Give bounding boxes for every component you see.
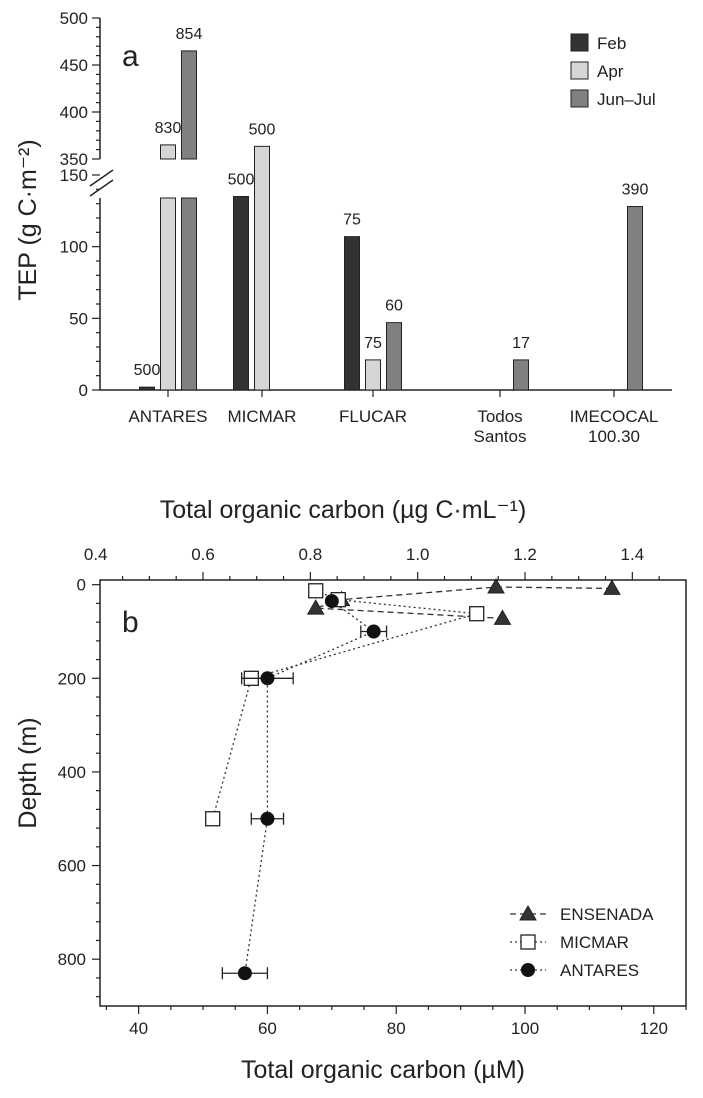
legend-marker-antares <box>521 963 535 977</box>
x-tick-label-todos-santos: Santos <box>474 427 527 446</box>
x-tick-label-bottom: 60 <box>258 1019 277 1038</box>
bar-todos-santos-junjul <box>513 359 529 391</box>
x-tick-label-bottom: 120 <box>640 1019 668 1038</box>
y-tick-label: 50 <box>69 309 88 328</box>
data-label-antares-junjul: 854 <box>176 26 203 43</box>
data-label-micmar-feb: 500 <box>228 172 255 189</box>
y-tick-label: 400 <box>58 763 86 782</box>
legend-label-ensenada: ENSENADA <box>560 905 654 924</box>
x-tick-label-top: 1.4 <box>621 545 645 564</box>
x-tick-label-todos-santos: Todos <box>477 407 522 426</box>
data-label-flucar-junjul: 60 <box>385 298 403 315</box>
series-micmar <box>205 583 485 827</box>
point-antares <box>237 966 252 981</box>
panel-label-b: b <box>122 606 139 639</box>
y-axis-label: TEP (g C·m⁻²) <box>14 139 42 300</box>
x-tick-label-flucar: FLUCAR <box>339 407 407 426</box>
y-tick-label: 0 <box>79 381 88 400</box>
axis-break-mark <box>89 179 114 197</box>
y-tick-label: 150 <box>60 166 88 185</box>
x-tick-label-bottom: 40 <box>129 1019 148 1038</box>
y-axis-label: Depth (m) <box>14 717 42 828</box>
point-antares <box>260 671 275 686</box>
point-antares <box>324 594 339 609</box>
series-antares <box>221 594 388 981</box>
plot-frame <box>99 579 687 1007</box>
series-line-ensenada <box>315 586 612 620</box>
legend-marker-ensenada <box>519 904 537 921</box>
legend-swatch-feb <box>570 33 589 52</box>
legend-label-apr: Apr <box>597 62 624 81</box>
legend-label-antares: ANTARES <box>560 961 639 980</box>
point-ensenada <box>493 609 512 625</box>
x-axis-label-top: Total organic carbon (µg C·mL⁻¹) <box>160 496 527 524</box>
x-tick-label-bottom: 80 <box>387 1019 406 1038</box>
bar-antares-feb <box>139 386 155 391</box>
bar-flucar-junjul <box>386 322 402 391</box>
y-tick-label: 0 <box>77 576 86 595</box>
point-micmar <box>205 811 221 827</box>
legend-swatch-junjul <box>570 89 589 108</box>
bar-flucar-feb <box>344 236 360 391</box>
data-label-antares-feb: 500 <box>134 362 161 379</box>
bar-micmar-apr <box>254 145 270 391</box>
x-tick-label-top: 0.8 <box>299 545 323 564</box>
bar-flucar-apr <box>365 359 381 391</box>
legend-label-micmar: MICMAR <box>560 933 629 952</box>
bar-antares-junjul <box>181 50 197 160</box>
x-tick-label-top: 0.4 <box>84 545 108 564</box>
y-tick-label: 200 <box>58 669 86 688</box>
point-micmar <box>308 583 324 599</box>
data-label-micmar-apr: 500 <box>249 121 276 138</box>
x-tick-label-antares: ANTARES <box>128 407 207 426</box>
point-antares <box>366 624 381 639</box>
x-tick-label-top: 0.6 <box>191 545 215 564</box>
x-tick-label-bottom: 100 <box>511 1019 539 1038</box>
bar-antares-junjul-lower <box>181 197 197 391</box>
x-tick-label-imecocal: 100.30 <box>588 427 640 446</box>
data-label-imecocal-junjul: 390 <box>622 182 649 199</box>
x-tick-label-top: 1.2 <box>513 545 537 564</box>
data-label-antares-apr: 830 <box>155 120 182 137</box>
x-axis-label-bottom: Total organic carbon (µM) <box>241 1056 525 1084</box>
bar-micmar-feb <box>233 196 249 391</box>
bar-antares-apr <box>160 144 176 160</box>
data-label-flucar-feb: 75 <box>343 212 361 229</box>
point-micmar <box>469 606 485 622</box>
legend-marker-micmar <box>520 934 536 950</box>
point-ensenada <box>306 599 325 615</box>
x-tick-label-top: 1.0 <box>406 545 430 564</box>
x-tick-label-micmar: MICMAR <box>228 407 297 426</box>
data-label-flucar-apr: 75 <box>364 335 382 352</box>
y-tick-label: 350 <box>60 150 88 169</box>
legend-label-junjul: Jun–Jul <box>597 90 656 109</box>
y-tick-label: 450 <box>60 56 88 75</box>
point-ensenada <box>603 579 621 595</box>
legend-label-feb: Feb <box>597 34 626 53</box>
series-line-antares <box>244 600 375 974</box>
data-label-todos-santos-junjul: 17 <box>512 335 530 352</box>
series-line-micmar <box>212 590 477 819</box>
point-ensenada <box>487 578 505 594</box>
bar-antares-apr-lower <box>160 197 176 391</box>
y-tick-label: 600 <box>58 857 86 876</box>
legend-swatch-apr <box>570 61 589 80</box>
panel-label-a: a <box>122 40 139 73</box>
x-tick-label-imecocal: IMECOCAL <box>570 407 659 426</box>
y-tick-label: 500 <box>60 9 88 28</box>
axis-break-mark <box>89 169 114 187</box>
bar-imecocal-junjul <box>627 206 643 391</box>
y-tick-label: 800 <box>58 950 86 969</box>
point-antares <box>260 811 275 826</box>
y-tick-label: 100 <box>60 238 88 257</box>
y-tick-label: 400 <box>60 103 88 122</box>
toc-depth-profile-chart: 40 60 80 100 120 Total organic carbon (µM) 0.4… <box>14 496 687 1084</box>
